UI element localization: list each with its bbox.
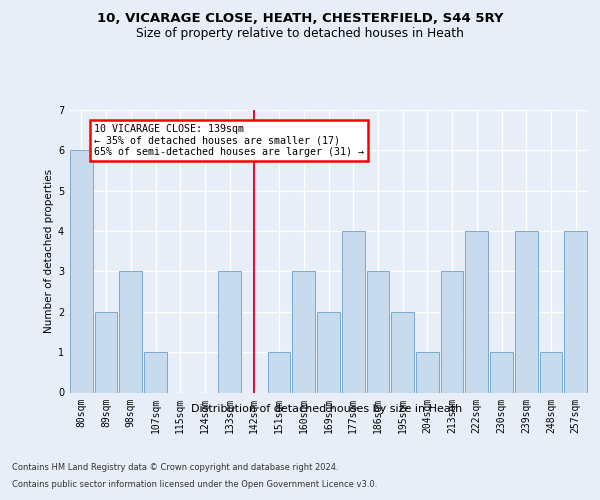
Bar [490, 352, 513, 393]
Bar [268, 352, 290, 393]
Bar [515, 231, 538, 392]
Bar [391, 312, 414, 392]
Bar [95, 312, 118, 392]
Bar [466, 231, 488, 392]
Bar [564, 231, 587, 392]
Bar [367, 272, 389, 392]
Text: Contains HM Land Registry data © Crown copyright and database right 2024.: Contains HM Land Registry data © Crown c… [12, 464, 338, 472]
Text: Distribution of detached houses by size in Heath: Distribution of detached houses by size … [191, 404, 463, 414]
Bar [342, 231, 365, 392]
Bar [218, 272, 241, 392]
Bar [144, 352, 167, 393]
Y-axis label: Number of detached properties: Number of detached properties [44, 169, 54, 334]
Text: 10 VICARAGE CLOSE: 139sqm
← 35% of detached houses are smaller (17)
65% of semi-: 10 VICARAGE CLOSE: 139sqm ← 35% of detac… [94, 124, 364, 158]
Bar [416, 352, 439, 393]
Text: Size of property relative to detached houses in Heath: Size of property relative to detached ho… [136, 28, 464, 40]
Text: 10, VICARAGE CLOSE, HEATH, CHESTERFIELD, S44 5RY: 10, VICARAGE CLOSE, HEATH, CHESTERFIELD,… [97, 12, 503, 26]
Bar [441, 272, 463, 392]
Bar [70, 150, 93, 392]
Bar [119, 272, 142, 392]
Bar [292, 272, 315, 392]
Bar [317, 312, 340, 392]
Text: Contains public sector information licensed under the Open Government Licence v3: Contains public sector information licen… [12, 480, 377, 489]
Bar [539, 352, 562, 393]
